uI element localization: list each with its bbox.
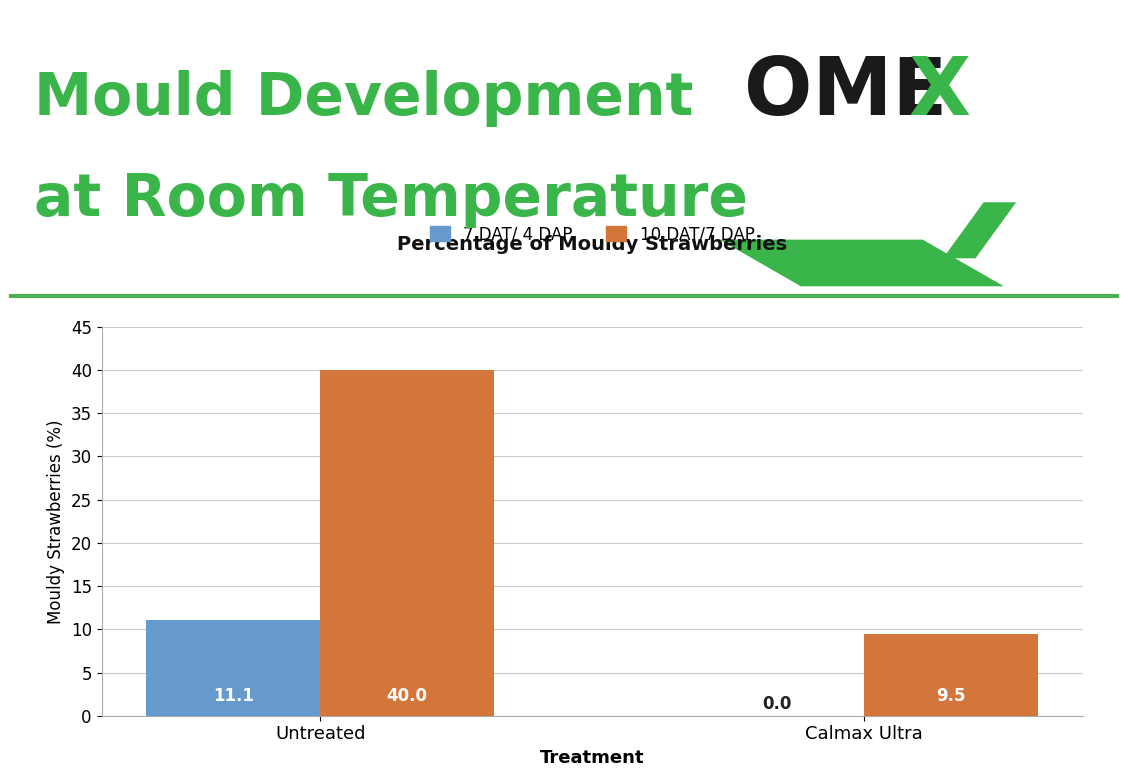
- X-axis label: Treatment: Treatment: [540, 749, 644, 767]
- Text: X: X: [908, 54, 970, 132]
- Bar: [864, 633, 1038, 716]
- Polygon shape: [943, 202, 1016, 258]
- Y-axis label: Mouldy Strawberries (%): Mouldy Strawberries (%): [47, 419, 65, 623]
- Bar: [320, 370, 494, 716]
- Text: OME: OME: [744, 54, 948, 132]
- Legend: 7 DAT/ 4 DAP, 10 DAT/7 DAP: 7 DAT/ 4 DAP, 10 DAT/7 DAP: [423, 219, 761, 250]
- Title: Percentage of Mouldy Strawberries: Percentage of Mouldy Strawberries: [397, 236, 787, 254]
- Text: 11.1: 11.1: [213, 688, 254, 706]
- Text: 40.0: 40.0: [387, 688, 428, 706]
- Bar: [147, 620, 320, 716]
- Text: 9.5: 9.5: [936, 688, 966, 706]
- Text: Mould Development: Mould Development: [34, 70, 694, 127]
- Text: 0.0: 0.0: [763, 696, 792, 713]
- Polygon shape: [720, 240, 1004, 286]
- Text: at Room Temperature: at Room Temperature: [34, 171, 748, 228]
